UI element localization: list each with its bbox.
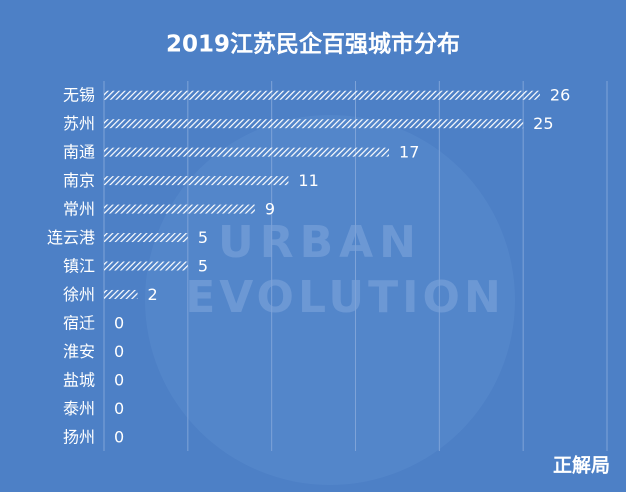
bar xyxy=(104,204,255,214)
y-tick-label: 苏州 xyxy=(63,114,95,133)
y-tick-label: 常州 xyxy=(63,200,95,219)
value-label: 25 xyxy=(533,114,553,133)
value-label: 11 xyxy=(298,171,318,190)
value-label: 17 xyxy=(399,143,419,162)
value-label: 5 xyxy=(198,257,208,276)
value-label: 0 xyxy=(114,399,124,418)
y-tick-label: 无锡 xyxy=(63,86,95,105)
source: 正解局 xyxy=(553,454,610,477)
value-label: 0 xyxy=(114,342,124,361)
y-tick-label: 连云港 xyxy=(47,228,95,247)
y-tick-label: 镇江 xyxy=(63,257,95,276)
y-tick-label: 扬州 xyxy=(63,427,95,446)
value-label: 5 xyxy=(198,228,208,247)
y-tick-label: 泰州 xyxy=(63,399,95,418)
y-tick-label: 南京 xyxy=(63,171,95,190)
y-tick-label: 盐城 xyxy=(63,370,95,389)
value-label: 26 xyxy=(550,86,570,105)
y-tick-label: 徐州 xyxy=(63,285,95,304)
chart-title: 2019江苏民企百强城市分布 xyxy=(166,31,460,58)
bar xyxy=(104,176,289,186)
bar xyxy=(104,90,540,100)
value-label: 0 xyxy=(114,427,124,446)
bar xyxy=(104,147,390,157)
watermark: EVOLUTION xyxy=(185,272,505,323)
watermark: URBAN xyxy=(218,217,422,268)
value-label: 9 xyxy=(265,200,275,219)
y-tick-label: 宿迁 xyxy=(63,313,95,332)
y-tick-label: 淮安 xyxy=(63,342,95,361)
y-tick-label: 南通 xyxy=(63,143,95,162)
bar xyxy=(104,261,188,271)
value-label: 0 xyxy=(114,313,124,332)
value-label: 0 xyxy=(114,370,124,389)
value-label: 2 xyxy=(148,285,158,304)
bar xyxy=(104,119,524,129)
bar xyxy=(104,233,188,243)
bar xyxy=(104,289,138,299)
